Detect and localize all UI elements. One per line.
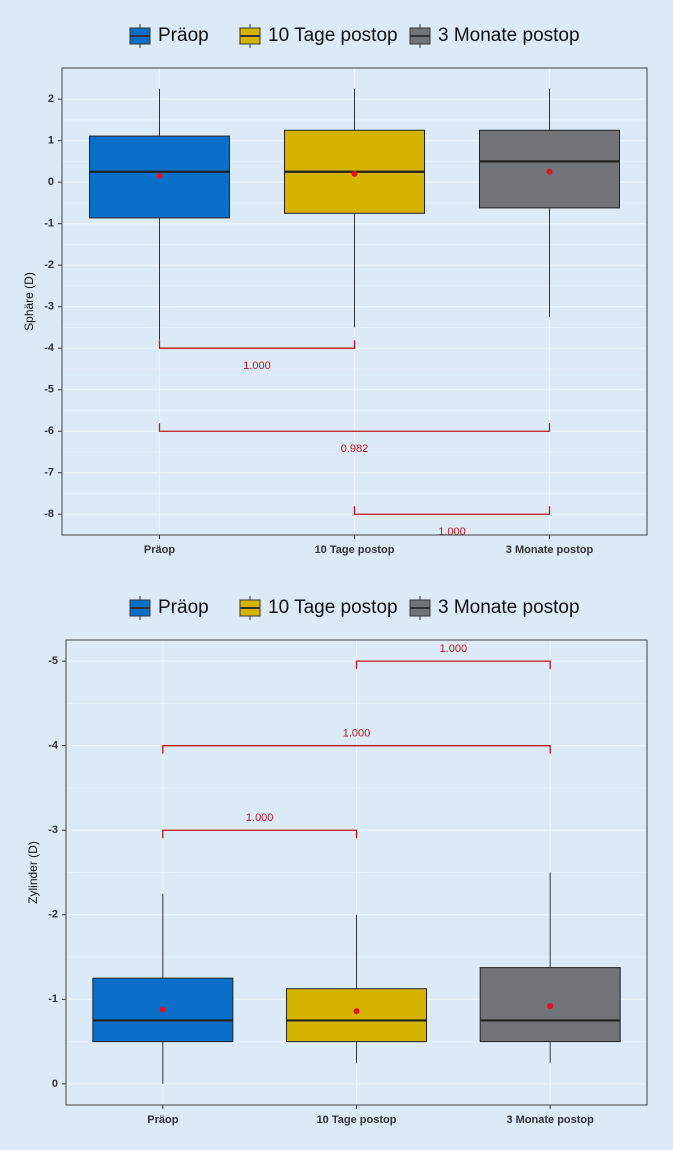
y-tick-label: -5	[48, 655, 58, 667]
y-tick-label: 0	[52, 1078, 58, 1090]
mean	[353, 1008, 360, 1015]
legend-label: 3 Monate postop	[438, 597, 580, 618]
box	[286, 988, 427, 1043]
x-tick-label: Präop	[144, 544, 175, 556]
y-tick-label: -2	[48, 909, 58, 921]
legend-label: 10 Tage postop	[268, 597, 398, 618]
mean	[156, 172, 163, 179]
p-value: 1.000	[440, 643, 468, 655]
plot-border	[65, 639, 648, 1106]
bracket	[158, 340, 356, 349]
y-tick-label: -3	[48, 824, 58, 836]
legend-label: 10 Tage postop	[268, 25, 398, 46]
x-tick-label: 3 Monate postop	[506, 544, 594, 556]
y-tick-label: 2	[48, 93, 54, 105]
bracket	[353, 506, 551, 515]
y-axis-label: Zylinder (D)	[26, 841, 40, 904]
y-tick-label: -4	[44, 342, 55, 354]
box	[479, 967, 621, 1043]
x-tick-label: 10 Tage postop	[317, 1114, 397, 1126]
p-value: 1.000	[243, 360, 271, 372]
p-value: 0.982	[341, 443, 369, 455]
y-tick-label: -7	[44, 467, 54, 479]
y-tick-label: -1	[48, 993, 58, 1005]
y-tick-label: -5	[44, 384, 54, 396]
bracket	[162, 745, 551, 754]
y-tick-label: -2	[44, 259, 54, 271]
p-value: 1.000	[438, 526, 466, 538]
p-value: 1.000	[343, 728, 371, 740]
x-tick-label: 10 Tage postop	[315, 544, 395, 556]
bracket	[158, 423, 551, 432]
x-tick-label: 3 Monate postop	[506, 1114, 594, 1126]
p-value: 1.000	[246, 812, 274, 824]
y-axis-label: Sphäre (D)	[22, 272, 36, 331]
plot-border	[61, 67, 648, 536]
legend-label: Präop	[158, 25, 209, 46]
y-tick-label: -3	[44, 301, 54, 313]
y-tick-label: -8	[44, 508, 54, 520]
bracket	[162, 829, 358, 839]
y-tick-label: 0	[48, 176, 54, 188]
mean	[546, 168, 553, 175]
legend-label: Präop	[158, 597, 209, 618]
y-tick-label: -1	[44, 218, 54, 230]
legend-label: 3 Monate postop	[438, 25, 580, 46]
y-tick-label: -4	[48, 740, 59, 752]
y-tick-label: 1	[48, 135, 54, 147]
y-tick-label: -6	[44, 425, 54, 437]
x-tick-label: Präop	[147, 1114, 178, 1126]
bracket	[355, 660, 551, 670]
mean	[351, 170, 358, 177]
mean	[547, 1003, 554, 1010]
mean	[159, 1006, 166, 1013]
